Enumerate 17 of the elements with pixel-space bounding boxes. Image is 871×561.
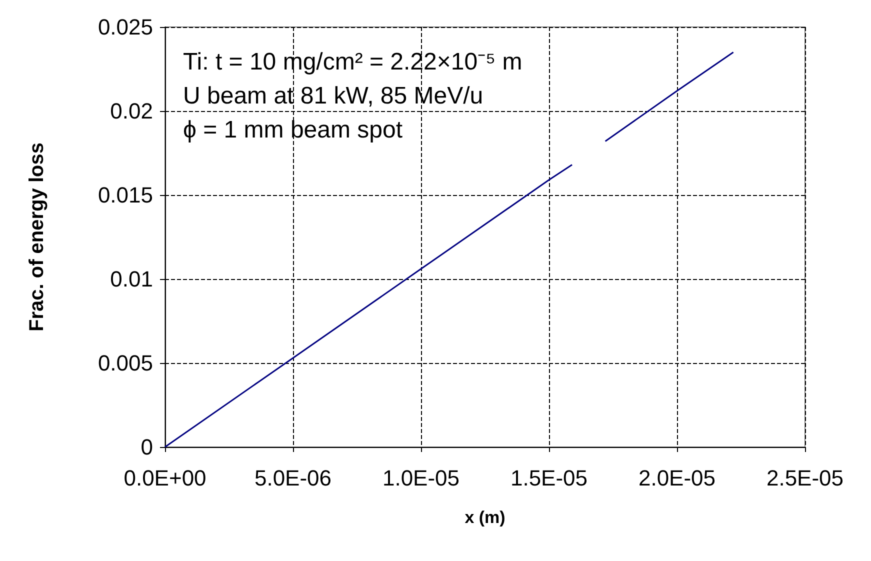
y-tick-label: 0.005 — [98, 350, 153, 376]
y-tick-label: 0.015 — [98, 182, 153, 208]
x-axis-title: x (m) — [464, 508, 506, 527]
y-tick-label: 0.02 — [110, 98, 153, 124]
y-tick-label: 0.025 — [98, 14, 153, 40]
x-tick-label: 5.0E-06 — [254, 466, 332, 490]
x-tick-label: 0.0E+00 — [124, 466, 206, 490]
annotation: Ti: t = 10 mg/cm² = 2.22×10⁻⁵ m — [183, 48, 522, 76]
annotation: ϕ = 1 mm beam spot — [183, 116, 403, 144]
x-tick-label: 2.5E-05 — [766, 466, 844, 490]
y-axis-title: Frac. of energy loss — [26, 142, 48, 332]
y-tick-label: 0.01 — [110, 266, 153, 292]
x-tick-label: 2.0E-05 — [638, 466, 716, 490]
x-tick-label: 1.5E-05 — [510, 466, 588, 490]
y-tick-label: 0 — [140, 434, 153, 460]
x-tick-label: 1.0E-05 — [382, 466, 460, 490]
annotation: U beam at 81 kW, 85 MeV/u — [183, 82, 484, 110]
